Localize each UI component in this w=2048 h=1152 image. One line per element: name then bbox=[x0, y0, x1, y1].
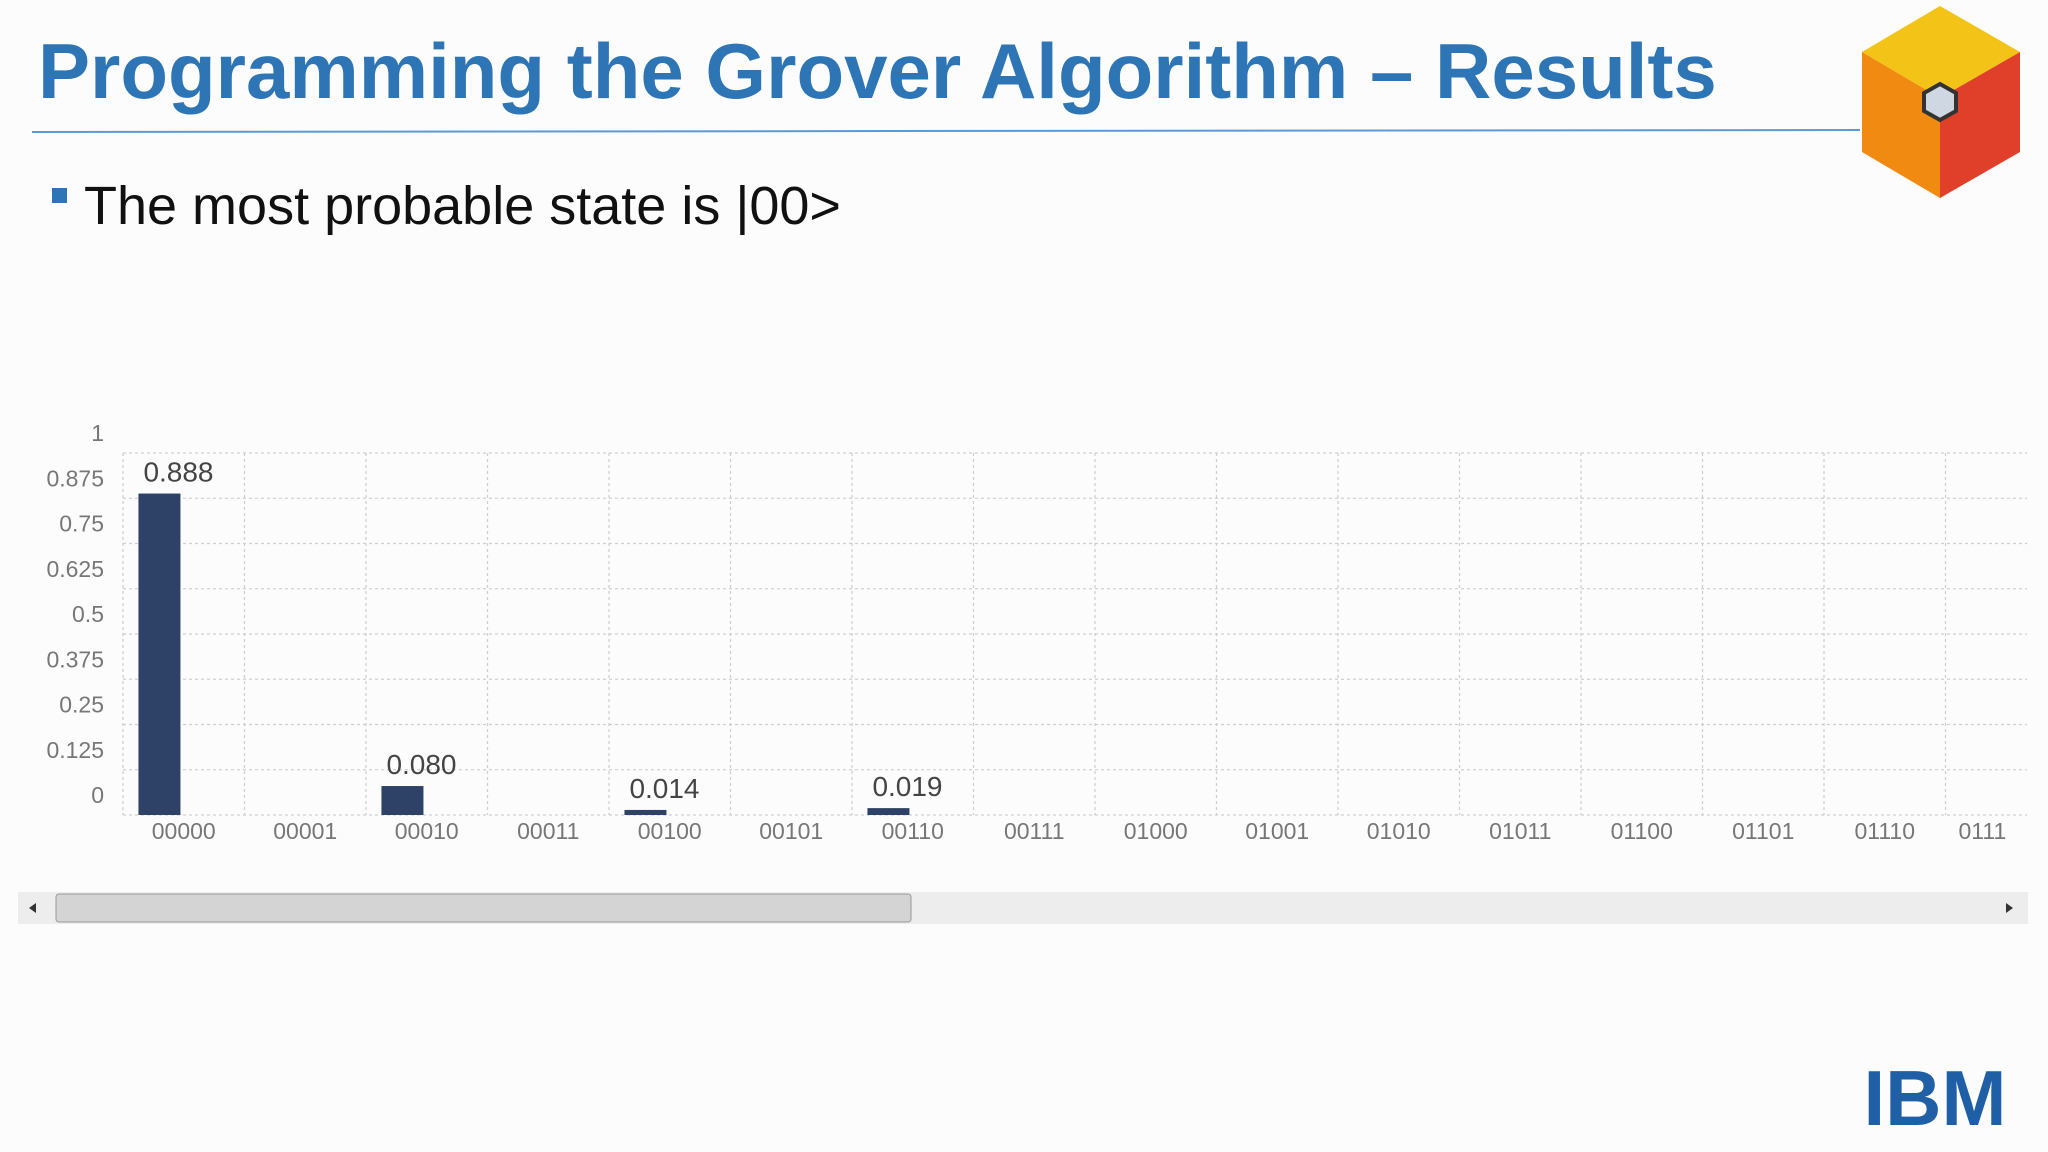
scrollbar[interactable] bbox=[18, 892, 2028, 924]
bar bbox=[381, 786, 424, 815]
value-label: 0.888 bbox=[143, 457, 213, 488]
y-tick-label: 0.125 bbox=[46, 737, 104, 763]
y-tick-label: 0 bbox=[91, 782, 104, 808]
x-tick-label: 01110 bbox=[1854, 818, 1915, 844]
y-tick-label: 0.375 bbox=[46, 646, 104, 672]
value-label: 0.080 bbox=[386, 749, 456, 780]
y-tick-label: 0.625 bbox=[46, 556, 104, 582]
slide-title: Programming the Grover Algorithm – Resul… bbox=[38, 27, 1717, 115]
x-tick-label: 01010 bbox=[1367, 818, 1431, 844]
y-tick-label: 0.875 bbox=[46, 465, 104, 491]
x-tick-label: 0111 bbox=[1958, 818, 2006, 844]
x-tick-label: 01101 bbox=[1732, 818, 1794, 844]
x-tick-label: 00011 bbox=[517, 818, 579, 844]
bullet-marker bbox=[52, 188, 67, 203]
chart: 0 0.125 0.25 0.375 0.5 0.625 0.75 0.875 1 00000 0.… bbox=[46, 420, 2027, 844]
ibm-logo: IBM bbox=[1864, 1054, 2007, 1142]
x-tick-label: 00101 bbox=[759, 818, 823, 844]
y-tick-label: 0.75 bbox=[59, 511, 104, 537]
x-tick-label: 01001 bbox=[1245, 818, 1309, 844]
value-label: 0.019 bbox=[872, 771, 942, 802]
bar bbox=[624, 809, 667, 815]
x-tick-label: 01011 bbox=[1489, 818, 1551, 844]
y-tick-label: 1 bbox=[91, 420, 104, 446]
bar bbox=[138, 493, 181, 815]
title-rule bbox=[31, 129, 1861, 133]
x-tick-label: 00001 bbox=[273, 818, 337, 844]
x-tick-label: 00110 bbox=[882, 818, 944, 844]
x-tick-label: 00111 bbox=[1004, 818, 1065, 844]
bar bbox=[867, 808, 910, 815]
x-tick-label: 00000 bbox=[152, 818, 216, 844]
x-tick-label: 00010 bbox=[395, 818, 459, 844]
y-tick-label: 0.5 bbox=[72, 601, 104, 627]
x-tick-label: 01100 bbox=[1611, 818, 1673, 844]
cube-logo bbox=[1862, 6, 2020, 198]
y-tick-label: 0.25 bbox=[59, 692, 104, 718]
x-tick-label: 00100 bbox=[638, 818, 702, 844]
bullet-text: The most probable state is |00> bbox=[84, 176, 841, 236]
value-label: 0.014 bbox=[629, 773, 699, 804]
x-tick-label: 01000 bbox=[1124, 818, 1188, 844]
